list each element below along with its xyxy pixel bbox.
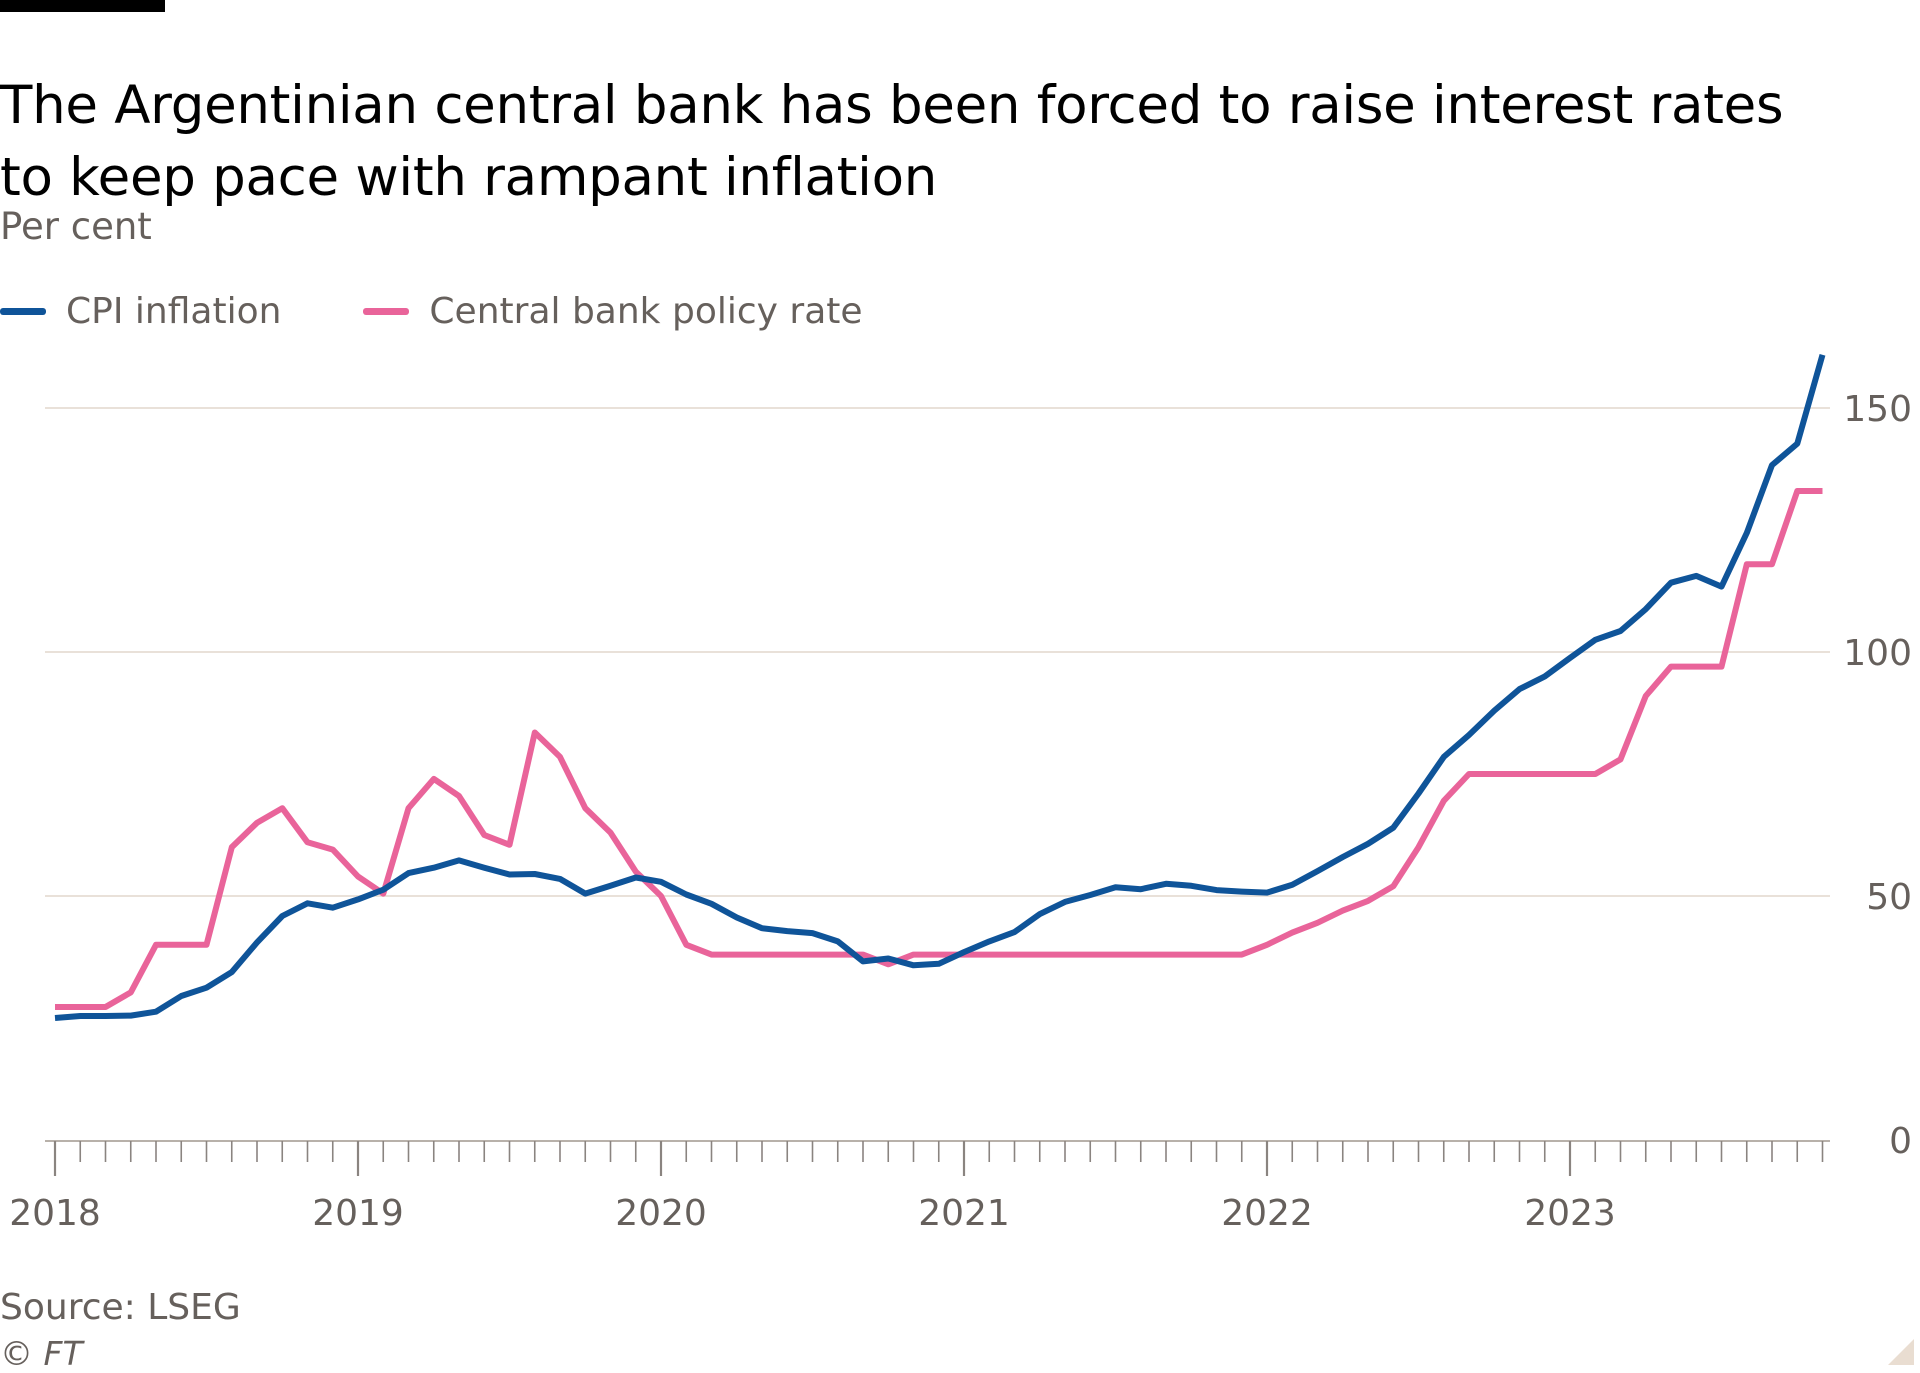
x-axis: 2018 2019 2020 2021 2022 2023 xyxy=(9,1140,1830,1234)
legend-label-policy-rate: Central bank policy rate xyxy=(429,290,863,332)
legend: CPI inflation Central bank policy rate xyxy=(0,288,945,334)
y-tick-label-0: 0 xyxy=(1889,1121,1912,1162)
y-axis-labels: 0 50 100 150 xyxy=(1843,389,1912,1162)
legend-item-cpi: CPI inflation xyxy=(0,291,281,332)
x-tick-label-2021: 2021 xyxy=(918,1193,1010,1234)
series-line-cpi-inflation xyxy=(54,353,1826,1021)
x-tick-label-2022: 2022 xyxy=(1221,1193,1313,1234)
y-tick-label-100: 100 xyxy=(1843,633,1912,674)
legend-swatch-cpi xyxy=(0,307,46,315)
corner-mark xyxy=(1888,1339,1914,1365)
legend-item-policy-rate: Central bank policy rate xyxy=(363,290,863,332)
brand-top-bar xyxy=(0,0,165,12)
x-tick-label-2019: 2019 xyxy=(312,1193,404,1234)
series-lines xyxy=(54,353,1826,1021)
chart-title: The Argentinian central bank has been fo… xyxy=(0,74,1784,208)
legend-swatch-policy-rate xyxy=(363,307,410,315)
y-tick-label-50: 50 xyxy=(1866,877,1912,918)
chart-subtitle: Per cent xyxy=(0,205,152,248)
source-note: Source: LSEG xyxy=(0,1287,241,1328)
series-line-policy-rate xyxy=(55,488,1823,1010)
x-tick-label-2018: 2018 xyxy=(9,1193,101,1234)
copyright: © FT xyxy=(0,1334,83,1373)
x-tick-label-2023: 2023 xyxy=(1524,1193,1616,1234)
gridlines xyxy=(45,407,1830,897)
x-tick-label-2020: 2020 xyxy=(615,1193,707,1234)
y-tick-label-150: 150 xyxy=(1843,389,1912,430)
legend-label-cpi: CPI inflation xyxy=(66,290,282,332)
line-chart: 2018 2019 2020 2021 2022 2023 0 50 100 150 xyxy=(9,353,1912,1234)
